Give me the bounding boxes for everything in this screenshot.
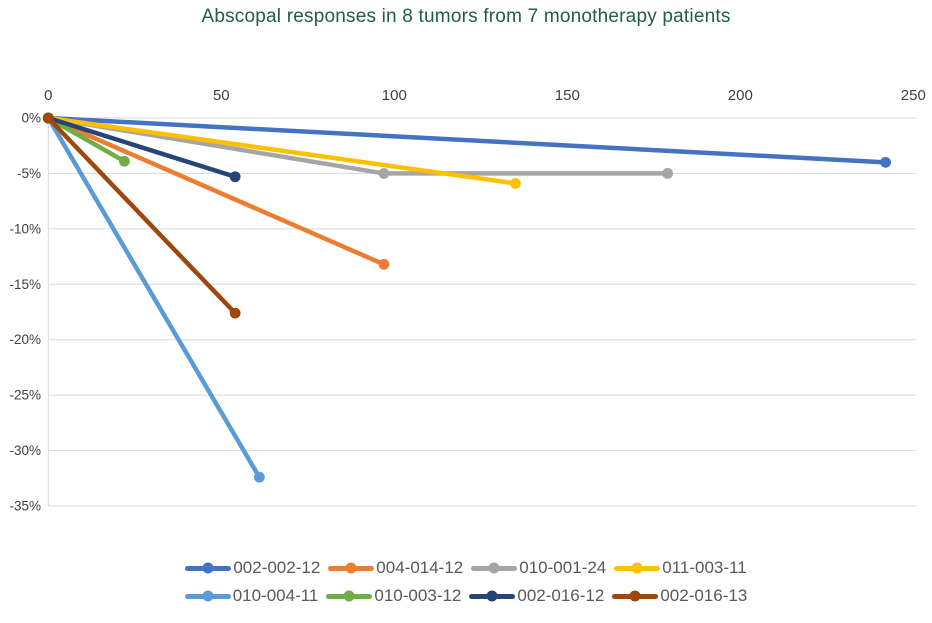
legend-marker-icon [326, 590, 373, 602]
legend-label: 010-004-11 [232, 586, 319, 605]
data-point-marker-010-001-24 [662, 168, 674, 179]
legend-item-002-002-12: 002-002-12 [185, 558, 320, 578]
legend-item-011-003-11: 011-003-11 [614, 558, 747, 578]
x-tick-label: 50 [213, 87, 230, 104]
data-point-marker-010-003-12 [119, 155, 130, 167]
data-point-marker-002-016-13 [42, 112, 54, 124]
chart-title: Abscopal responses in 8 tumors from 7 mo… [201, 6, 731, 27]
data-point-marker-010-001-24 [378, 168, 390, 179]
data-point-marker-002-002-12 [880, 156, 892, 168]
legend-marker-dot-icon [202, 590, 214, 602]
series-line-002-002-12 [46, 115, 888, 165]
legend-marker-dot-icon [345, 562, 357, 574]
x-tick-label: 0 [44, 87, 52, 104]
y-tick-label: -5% [17, 166, 41, 181]
series-line-002-016-13 [46, 115, 238, 316]
legend-item-004-014-12: 004-014-12 [328, 558, 463, 578]
data-point-marker-004-014-12 [378, 258, 390, 270]
y-tick-label: -25% [9, 388, 41, 403]
legend-marker-icon [614, 562, 661, 574]
y-tick-label: -30% [9, 443, 41, 458]
series-line-004-014-12 [46, 115, 387, 267]
legend-item-010-001-24: 010-001-24 [471, 558, 606, 578]
y-tick-label: 0% [21, 111, 41, 126]
series-line-011-003-11 [46, 115, 518, 186]
legend-marker-icon [185, 562, 232, 574]
y-tick-label: -35% [9, 499, 41, 514]
legend-row: 002-002-12 004-014-12 010-001-24 011-003-11 [181, 558, 750, 578]
legend-marker-icon [184, 590, 231, 602]
legend-label: 011-003-11 [662, 558, 747, 577]
legend-label: 010-003-12 [374, 586, 462, 605]
legend-marker-dot-icon [202, 562, 214, 574]
x-tick-label: 200 [728, 87, 753, 104]
data-point-marker-002-016-13 [229, 307, 241, 319]
legend-marker-dot-icon [488, 562, 500, 574]
x-tick-label: 100 [382, 87, 407, 104]
x-tick-label: 250 [901, 87, 926, 104]
legend-label: 002-016-12 [517, 586, 605, 605]
legend-marker-icon [328, 562, 375, 574]
series-line-010-004-11 [46, 115, 262, 480]
series-line-002-016-12 [46, 115, 238, 180]
legend-marker-icon [469, 590, 516, 602]
legend-marker-dot-icon [629, 590, 641, 602]
data-point-marker-011-003-11 [510, 178, 521, 189]
legend-marker-dot-icon [631, 562, 643, 574]
legend-marker-dot-icon [343, 590, 355, 602]
legend-item-010-003-12: 010-003-12 [326, 586, 461, 606]
line-chart-plot-area: 0 50 100 150 200 250 0% -5% -10% -15% -20% -25% -30%… [9, 87, 926, 514]
series-line-010-003-12 [46, 115, 127, 164]
legend-label: 002-002-12 [233, 558, 321, 577]
y-tick-label: -10% [9, 221, 41, 236]
legend-marker-dot-icon [486, 590, 498, 602]
chart-legend: 002-002-12 004-014-12 010-001-24 011-003-11… [0, 558, 932, 606]
legend-marker-icon [612, 590, 659, 602]
data-point-marker-002-016-12 [229, 171, 241, 183]
data-point-marker-010-004-11 [253, 471, 265, 483]
x-tick-label: 150 [555, 87, 580, 104]
legend-label: 010-001-24 [519, 558, 607, 577]
legend-item-002-016-12: 002-016-12 [469, 586, 604, 606]
legend-item-010-004-11: 010-004-11 [184, 586, 319, 606]
y-tick-label: -20% [9, 332, 41, 347]
legend-label: 004-014-12 [376, 558, 464, 577]
legend-marker-icon [471, 562, 518, 574]
legend-label: 002-016-13 [660, 586, 748, 605]
legend-row: 010-004-11 010-003-12 002-016-12 002-016-13 [181, 586, 752, 606]
legend-item-002-016-13: 002-016-13 [612, 586, 747, 606]
y-tick-label: -15% [9, 277, 41, 292]
